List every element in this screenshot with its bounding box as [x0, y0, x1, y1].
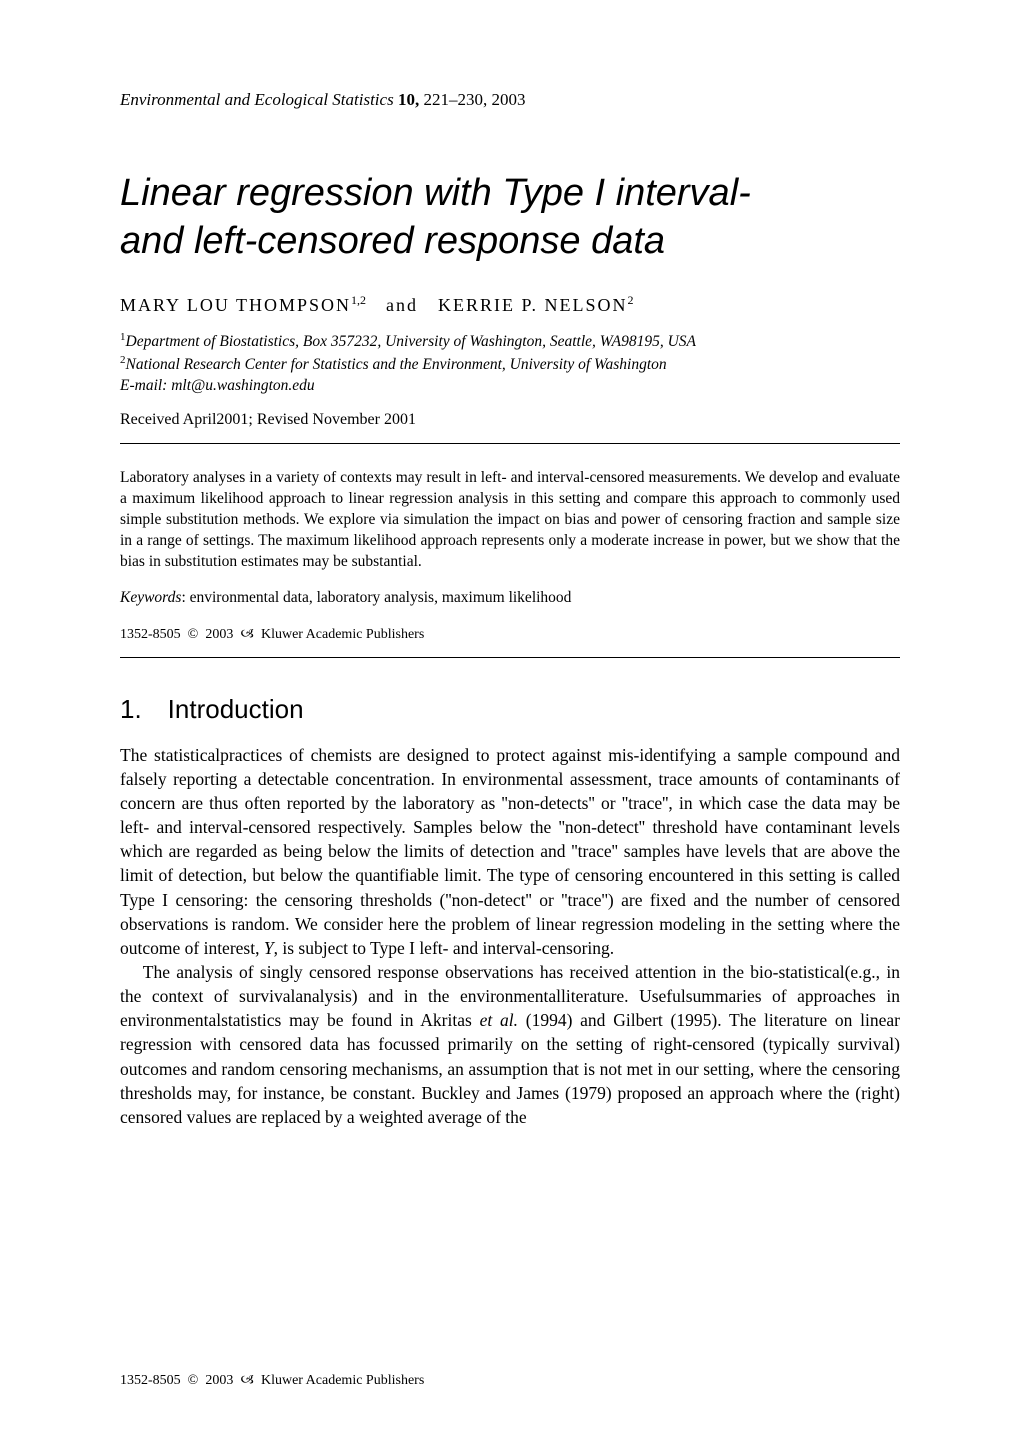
footer-issn: 1352-8505 — [120, 1373, 181, 1388]
authors: MARY LOU THOMPSON1,2 and KERRIE P. NELSO… — [120, 293, 900, 316]
publisher-name: Kluwer Academic Publishers — [261, 627, 424, 642]
footer-year: 2003 — [205, 1373, 233, 1388]
footer-publisher-name: Kluwer Academic Publishers — [261, 1373, 424, 1388]
paragraph-2: The analysis of singly censored response… — [120, 960, 900, 1129]
copyright-symbol: © — [188, 627, 199, 642]
journal-name: Environmental and Ecological Statistics — [120, 90, 394, 109]
received-dates: Received April2001; Revised November 200… — [120, 411, 900, 429]
page: Environmental and Ecological Statistics … — [0, 0, 1020, 1443]
divider-top — [120, 443, 900, 444]
affiliations: 1Department of Biostatistics, Box 357232… — [120, 330, 900, 397]
section-1-body: The statisticalpractices of chemists are… — [120, 743, 900, 1129]
article-title: Linear regression with Type I interval- … — [120, 170, 900, 265]
journal-pages: 221–230, 2003 — [423, 90, 525, 109]
copyright-year: 2003 — [205, 627, 233, 642]
abstract: Laboratory analyses in a variety of cont… — [120, 468, 900, 573]
journal-reference: Environmental and Ecological Statistics … — [120, 90, 900, 110]
keywords-label: Keywords — [120, 589, 181, 606]
paragraph-1: The statisticalpractices of chemists are… — [120, 743, 900, 960]
footer-copyright: 1352-8505 © 2003 🙢 Kluwer Academic Publi… — [120, 1369, 424, 1393]
keywords-text: : environmental data, laboratory analysi… — [181, 589, 571, 606]
issn: 1352-8505 — [120, 627, 181, 642]
title-line-2: and left-censored response data — [120, 220, 665, 262]
publisher-logo-icon: 🙢 — [240, 627, 254, 642]
copyright-line: 1352-8505 © 2003 🙢 Kluwer Academic Publi… — [120, 623, 900, 647]
keywords: Keywords: environmental data, laboratory… — [120, 589, 900, 607]
section-1-heading: 1. Introduction — [120, 694, 900, 725]
journal-volume: 10, — [398, 90, 419, 109]
divider-bottom — [120, 657, 900, 658]
footer-publisher-logo-icon: 🙢 — [240, 1373, 254, 1388]
title-line-1: Linear regression with Type I interval- — [120, 172, 751, 214]
footer-copyright-symbol: © — [188, 1373, 199, 1388]
